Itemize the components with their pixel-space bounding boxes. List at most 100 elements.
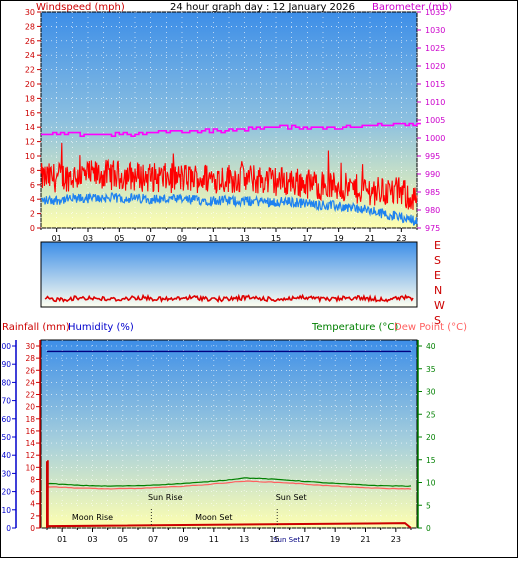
barometer-tick-label-7: 1010 [425, 98, 445, 107]
direction-letter-4: N [434, 284, 442, 297]
temperature-line [46, 477, 412, 487]
temp-time-axis: 01 03 05 07 09 11 13 15 17 19 21 23 [46, 528, 412, 544]
temp-time-label-3: 07 [148, 535, 158, 544]
windspeed-tick-label-2: 4 [30, 195, 35, 204]
rain-tick-label-4: 8 [30, 475, 35, 484]
barometer-tick-label-2: 985 [425, 188, 440, 197]
wind-time-label-3: 07 [146, 234, 156, 243]
humidity-tick-label-0: 0 [6, 524, 11, 533]
temperature-label: Temperature (°C) [311, 322, 398, 333]
windspeed-tick-label-7: 14 [25, 123, 35, 132]
windspeed-tick-label-15: 30 [25, 8, 35, 17]
rain-tick-label-13: 26 [25, 366, 35, 375]
wind-time-label-10: 21 [365, 234, 375, 243]
rain-tick-label-10: 20 [25, 403, 35, 412]
humidity-tick-label-6: 60 [1, 415, 11, 424]
humidity-tick-label-9: 90 [1, 360, 11, 369]
wind-time-axis: 01 03 05 07 09 11 13 15 17 19 21 23 [40, 228, 418, 243]
barometer-tick-label-8: 1015 [425, 80, 445, 89]
temp-time-label-10: 21 [360, 535, 370, 544]
temp-time-label-0: 01 [57, 535, 67, 544]
rain-tick-label-7: 14 [25, 439, 35, 448]
event-axis-label-4: Sun Set [273, 536, 300, 544]
rain-tick-label-6: 12 [25, 451, 35, 460]
temp-time-label-7: 15 [269, 535, 279, 544]
windspeed-tick-label-5: 10 [25, 152, 35, 161]
dewpoint-line [46, 480, 412, 490]
humidity-tick-label-7: 70 [1, 397, 11, 406]
windspeed-tick-label-9: 18 [25, 94, 35, 103]
temperature-axis: 0 5 10 15 20 25 30 35 40 [418, 342, 436, 533]
event-label-0: Moon Rise [72, 513, 113, 522]
windspeed-tick-label-12: 24 [25, 51, 35, 60]
direction-letter-2: S [434, 254, 441, 267]
event-label-1: Sun Rise [148, 493, 183, 502]
barometer-tick-label-10: 1025 [425, 44, 445, 53]
wind-time-label-6: 13 [240, 234, 250, 243]
barometer-axis: 975 980 985 990 995 1000 1005 1010 1015 1020 1025 1… [417, 8, 445, 233]
rain-tick-label-0: 0 [30, 524, 35, 533]
rain-tick-label-2: 4 [30, 500, 35, 509]
rain-tick-label-9: 18 [25, 415, 35, 424]
barometer-tick-label-6: 1005 [425, 116, 445, 125]
temp-tick-label-5: 25 [426, 410, 436, 419]
wind-time-label-1: 03 [83, 234, 93, 243]
humidity-tick-label-8: 80 [1, 378, 11, 387]
wind-time-label-2: 05 [114, 234, 124, 243]
temp-tick-label-1: 5 [426, 501, 431, 510]
rain-tick-label-11: 22 [25, 391, 35, 400]
barometer-tick-label-12: 1035 [425, 8, 445, 17]
astronomy-events: Moon Rise Sun Rise Moon Set Sun Set Sun Set [72, 493, 307, 544]
direction-series [44, 293, 414, 304]
rain-tick-label-3: 6 [30, 488, 35, 497]
dewpoint-label: Dew Point (°C) [394, 322, 467, 333]
windspeed-tick-label-11: 22 [25, 66, 35, 75]
barometer-tick-label-5: 1000 [425, 134, 445, 143]
windspeed-tick-label-3: 6 [30, 181, 35, 190]
temp-tick-label-7: 35 [426, 365, 436, 374]
rain-tick-label-14: 28 [25, 354, 35, 363]
temp-time-label-4: 09 [178, 535, 188, 544]
temp-tick-label-4: 20 [426, 433, 436, 442]
temp-time-label-11: 23 [391, 535, 401, 544]
windspeed-tick-label-13: 26 [25, 37, 35, 46]
temp-time-label-8: 17 [300, 535, 310, 544]
wind-time-label-0: 01 [52, 234, 62, 243]
direction-letters: E S E N W S [434, 239, 445, 327]
barometer-line [41, 122, 421, 137]
direction-letter-6: S [434, 314, 441, 327]
barometer-tick-label-4: 995 [425, 152, 440, 161]
rain-tick-label-5: 10 [25, 463, 35, 472]
temp-tick-label-8: 40 [426, 342, 436, 351]
direction-letter-3: E [434, 269, 441, 282]
humidity-tick-label-1: 10 [1, 506, 11, 515]
windspeed-tick-label-4: 8 [30, 166, 35, 175]
temp-time-label-2: 05 [118, 535, 128, 544]
temp-series [46, 350, 412, 529]
temp-time-label-5: 11 [209, 535, 219, 544]
rain-tick-label-15: 30 [25, 342, 35, 351]
humidity-axis: 0 10 20 30 40 50 60 70 80 90 100 [0, 342, 16, 533]
event-label-3: Sun Set [276, 493, 307, 502]
humidity-tick-label-3: 30 [1, 469, 11, 478]
chart-title: 24 hour graph day : 12 January 2026 [170, 2, 355, 13]
temp-tick-label-2: 10 [426, 479, 436, 488]
barometer-tick-label-1: 980 [425, 206, 440, 215]
wind-time-label-7: 15 [271, 234, 281, 243]
windspeed-tick-label-14: 28 [25, 22, 35, 31]
barometer-tick-label-11: 1030 [425, 26, 445, 35]
temp-tick-label-3: 15 [426, 456, 436, 465]
event-label-2: Moon Set [195, 513, 232, 522]
rain-tick-label-1: 2 [30, 512, 35, 521]
temp-panel-background [40, 339, 418, 529]
windspeed-tick-label-6: 12 [25, 138, 35, 147]
wind-time-label-5: 11 [208, 234, 218, 243]
wind-time-label-9: 19 [334, 234, 344, 243]
wind-time-label-11: 23 [396, 234, 406, 243]
humidity-tick-label-10: 100 [0, 342, 11, 351]
direction-letter-5: W [434, 299, 445, 312]
direction-letter-1: E [434, 239, 441, 252]
